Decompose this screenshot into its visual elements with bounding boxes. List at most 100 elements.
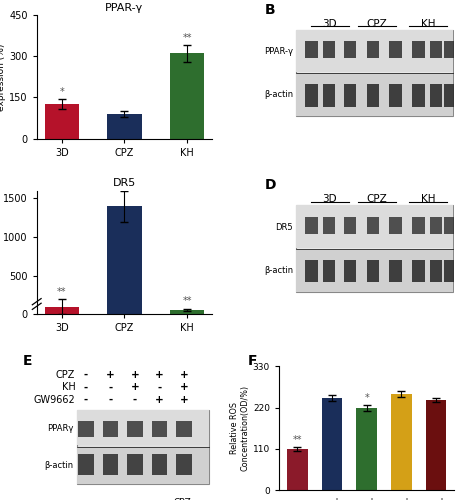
Bar: [170, 310, 204, 314]
Text: +: +: [437, 498, 445, 500]
Text: -: -: [84, 382, 88, 392]
Bar: [45, 104, 79, 138]
Text: *: *: [364, 393, 369, 403]
Text: E: E: [22, 354, 32, 368]
Bar: [287, 449, 308, 490]
Bar: [151, 454, 168, 475]
Text: +: +: [180, 370, 189, 380]
Text: *: *: [60, 87, 64, 97]
Text: -: -: [108, 382, 112, 392]
Bar: [102, 420, 118, 437]
Y-axis label: Relative RNA
expression (%): Relative RNA expression (%): [0, 43, 6, 110]
Text: F: F: [247, 354, 257, 368]
Bar: [430, 84, 442, 106]
Title: DR5: DR5: [113, 178, 136, 188]
Text: CPZ: CPZ: [174, 498, 191, 500]
Bar: [305, 216, 318, 234]
Text: +: +: [180, 382, 189, 392]
Text: CPZ: CPZ: [56, 370, 75, 380]
Bar: [367, 216, 379, 234]
Text: B: B: [265, 2, 275, 16]
Bar: [344, 41, 356, 58]
Bar: [45, 306, 79, 314]
Bar: [430, 41, 442, 58]
Text: PPAR-γ: PPAR-γ: [264, 47, 293, 56]
Text: +: +: [402, 498, 410, 500]
Bar: [305, 84, 318, 106]
Bar: [390, 260, 402, 282]
Text: +: +: [332, 498, 340, 500]
Text: **: **: [182, 33, 192, 43]
Bar: [412, 41, 425, 58]
Text: KH: KH: [62, 382, 75, 392]
Text: -: -: [133, 394, 137, 404]
Text: +: +: [367, 498, 375, 500]
Bar: [151, 420, 168, 437]
Text: D: D: [265, 178, 276, 192]
Text: **: **: [292, 436, 302, 446]
Bar: [344, 260, 356, 282]
Bar: [367, 41, 379, 58]
Bar: [176, 420, 192, 437]
Text: 3D: 3D: [323, 194, 337, 204]
Text: -: -: [108, 394, 112, 404]
Text: CPZ: CPZ: [367, 18, 387, 28]
Bar: [297, 73, 453, 117]
Bar: [444, 84, 456, 106]
Text: CPZ: CPZ: [367, 194, 387, 204]
Text: **: **: [57, 286, 67, 296]
Text: KH: KH: [421, 194, 435, 204]
Bar: [127, 420, 143, 437]
Bar: [176, 454, 192, 475]
Bar: [323, 84, 335, 106]
Bar: [77, 446, 209, 484]
Bar: [297, 30, 453, 117]
Text: +: +: [180, 394, 189, 404]
Bar: [444, 41, 456, 58]
Bar: [305, 41, 318, 58]
Text: -: -: [299, 498, 302, 500]
Text: -: -: [84, 394, 88, 404]
Bar: [412, 84, 425, 106]
Bar: [390, 41, 402, 58]
Bar: [78, 454, 94, 475]
Text: +: +: [106, 370, 115, 380]
Text: KH: KH: [421, 18, 435, 28]
Bar: [444, 260, 456, 282]
Bar: [297, 206, 453, 292]
Text: DR5: DR5: [275, 222, 293, 232]
Text: **: **: [182, 296, 192, 306]
Bar: [430, 216, 442, 234]
Bar: [170, 54, 204, 138]
Bar: [356, 408, 377, 490]
Bar: [344, 84, 356, 106]
Text: +: +: [155, 370, 164, 380]
Bar: [444, 216, 456, 234]
Text: +: +: [155, 394, 164, 404]
Text: 3D: 3D: [323, 18, 337, 28]
Bar: [78, 420, 94, 437]
Bar: [344, 216, 356, 234]
Bar: [412, 216, 425, 234]
Bar: [367, 84, 379, 106]
Bar: [430, 260, 442, 282]
Y-axis label: Relative ROS
Concentration(OD/%): Relative ROS Concentration(OD/%): [230, 385, 250, 471]
Text: +: +: [131, 382, 140, 392]
Bar: [367, 260, 379, 282]
Text: -: -: [84, 370, 88, 380]
Bar: [412, 260, 425, 282]
Bar: [127, 454, 143, 475]
Bar: [107, 206, 142, 314]
Bar: [297, 249, 453, 292]
Bar: [390, 84, 402, 106]
Bar: [323, 216, 335, 234]
Bar: [77, 410, 209, 484]
Bar: [297, 30, 453, 72]
Title: PPAR-γ: PPAR-γ: [106, 3, 144, 13]
Text: PPARγ: PPARγ: [47, 424, 73, 432]
Bar: [297, 206, 453, 248]
Text: β-actin: β-actin: [264, 90, 293, 100]
Bar: [425, 400, 447, 490]
Bar: [390, 216, 402, 234]
Bar: [305, 260, 318, 282]
